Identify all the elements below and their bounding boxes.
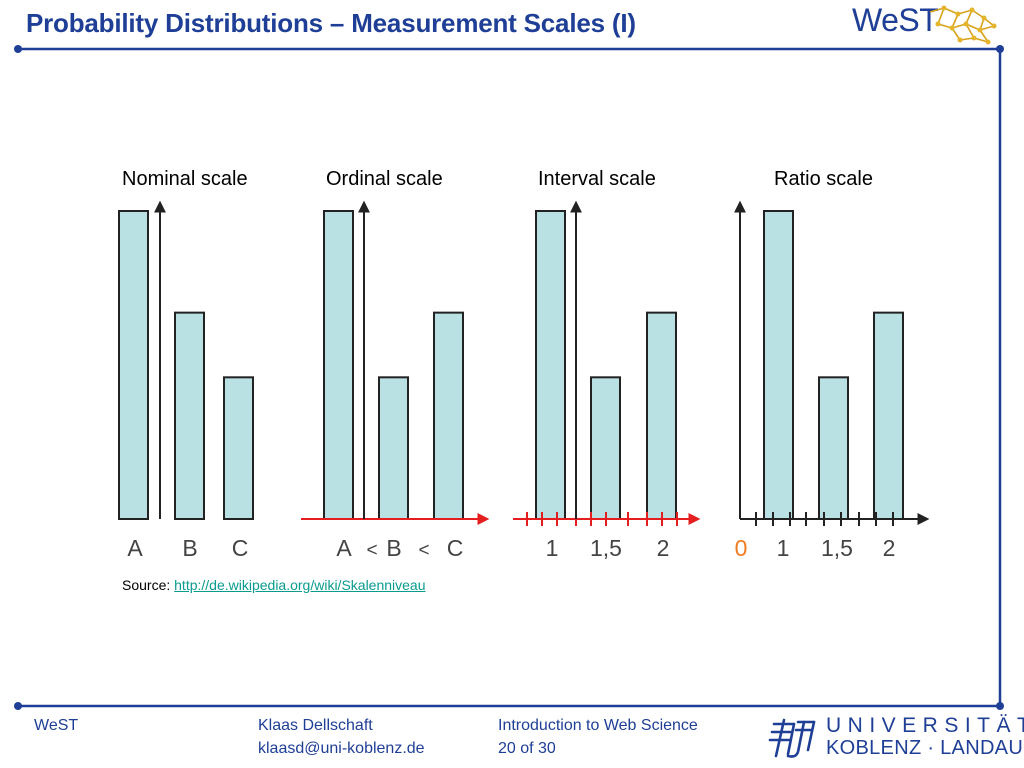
university-campus: KOBLENZ · LANDAU xyxy=(826,737,1024,759)
footer-course: Introduction to Web Science xyxy=(498,717,698,734)
tick-label-3-1: 1,5 xyxy=(590,535,622,561)
bar-1-C xyxy=(223,376,254,520)
bar-4-2 xyxy=(873,311,904,521)
bar-1-B xyxy=(174,311,205,521)
slide-title: Probability Distributions – Measurement … xyxy=(26,8,636,38)
tick-label-3-0: 1 xyxy=(546,535,559,561)
tick-label-2-2: B xyxy=(386,535,401,561)
top-left-dot xyxy=(14,45,22,53)
university-logo: UNIVERSITÄT KOBLENZ · LANDAU xyxy=(768,714,1024,762)
tick-label-4-2: 1,5 xyxy=(821,535,853,561)
university-emblem-icon xyxy=(768,718,816,758)
tick-label-4-3: 2 xyxy=(883,535,896,561)
bar-3-2 xyxy=(646,311,677,521)
bar-2-B xyxy=(378,376,409,520)
footer-author: Klaas Dellschaft xyxy=(258,717,373,734)
tick-label-1-2: C xyxy=(232,535,249,561)
bar-4-1,5 xyxy=(818,376,849,520)
interval-scale-title: Interval scale xyxy=(538,168,656,190)
west-network-icon xyxy=(929,5,997,45)
tick-label-4-0: 0 xyxy=(735,535,748,561)
bar-3-1 xyxy=(535,210,566,520)
footer-org: WeST xyxy=(34,717,79,734)
tick-label-1-1: B xyxy=(182,535,197,561)
nominal-scale-title: Nominal scale xyxy=(122,168,248,190)
tick-label-2-3: < xyxy=(418,540,429,561)
tick-label-2-4: C xyxy=(447,535,464,561)
bar-3-1,5 xyxy=(590,376,621,520)
source-link[interactable]: http://de.wikipedia.org/wiki/Skalennivea… xyxy=(174,577,426,593)
source-line: Source: http://de.wikipedia.org/wiki/Ska… xyxy=(122,577,426,593)
source-label: Source: xyxy=(122,577,171,593)
ordinal-scale-title: Ordinal scale xyxy=(326,168,443,190)
bar-1-A xyxy=(118,210,149,520)
west-logo: WeST xyxy=(848,2,1000,50)
university-name: UNIVERSITÄT xyxy=(826,714,1024,737)
west-logo-text: WeST xyxy=(852,2,939,38)
bottom-left-dot xyxy=(14,702,22,710)
bar-4-1 xyxy=(763,210,794,520)
tick-label-2-0: A xyxy=(336,535,352,561)
tick-label-1-0: A xyxy=(127,535,143,561)
footer-page-number: 20 of 30 xyxy=(498,740,556,757)
ratio-scale-title: Ratio scale xyxy=(774,168,873,190)
footer-email: klaasd@uni-koblenz.de xyxy=(258,740,425,757)
bottom-right-dot xyxy=(996,702,1004,710)
bar-2-C xyxy=(433,311,464,521)
bar-2-A xyxy=(323,210,354,520)
tick-label-3-2: 2 xyxy=(657,535,670,561)
tick-label-2-1: < xyxy=(366,540,377,561)
tick-label-4-1: 1 xyxy=(777,535,790,561)
